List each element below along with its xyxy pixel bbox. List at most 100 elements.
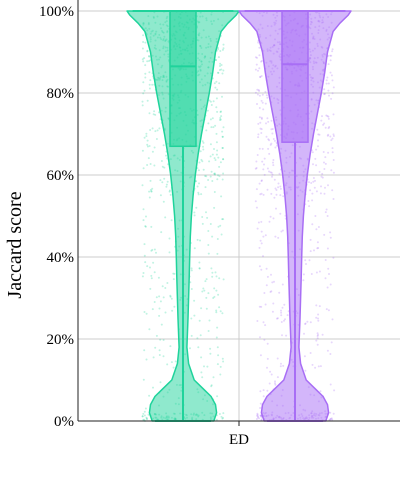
jitter-point <box>260 269 262 271</box>
jitter-point <box>212 297 214 299</box>
jitter-point <box>211 236 213 238</box>
jitter-point <box>220 161 222 163</box>
jitter-point <box>280 314 282 316</box>
jitter-point <box>261 419 263 421</box>
jitter-point <box>274 384 276 386</box>
jitter-point <box>330 59 332 61</box>
jitter-point <box>266 390 268 392</box>
jitter-point <box>151 249 153 251</box>
jitter-point <box>323 123 325 125</box>
jitter-point <box>151 191 153 193</box>
jitter-point <box>213 207 215 209</box>
jitter-point <box>277 376 279 378</box>
jitter-point <box>198 169 200 171</box>
jitter-point <box>218 277 220 279</box>
jitter-point <box>333 86 335 88</box>
jitter-point <box>260 128 262 130</box>
jitter-point <box>150 275 152 277</box>
jitter-point <box>194 214 196 216</box>
jitter-point <box>325 127 327 129</box>
jitter-point <box>206 278 208 280</box>
jitter-point <box>323 93 325 95</box>
jitter-point <box>259 107 261 109</box>
jitter-point <box>215 81 217 83</box>
jitter-point <box>210 223 212 225</box>
jitter-point <box>262 108 264 110</box>
jitter-point <box>193 212 195 214</box>
jitter-point <box>201 376 203 378</box>
jitter-point <box>160 231 162 233</box>
jitter-point <box>319 305 321 307</box>
jitter-point <box>216 97 218 99</box>
jitter-point <box>263 339 265 341</box>
jitter-point <box>303 333 305 335</box>
jitter-point <box>216 154 218 156</box>
jitter-point <box>148 328 150 330</box>
jitter-point <box>193 315 195 317</box>
jitter-point <box>329 412 331 414</box>
jitter-point <box>274 380 276 382</box>
jitter-point <box>142 184 144 186</box>
jitter-point <box>312 364 314 366</box>
jitter-point <box>327 248 329 250</box>
jitter-point <box>257 133 259 135</box>
x-category-label-ed: ED <box>229 432 249 448</box>
jitter-point <box>148 395 150 397</box>
jitter-point <box>149 112 151 114</box>
jitter-point <box>161 160 163 162</box>
jitter-point <box>201 291 203 293</box>
jitter-point <box>327 184 329 186</box>
jitter-point <box>257 228 259 230</box>
jitter-point <box>266 117 268 119</box>
jitter-point <box>312 163 314 165</box>
jitter-point <box>171 298 173 300</box>
jitter-point <box>163 178 165 180</box>
jitter-point <box>320 185 322 187</box>
jitter-point <box>220 111 222 113</box>
jitter-point <box>258 67 260 69</box>
jitter-point <box>169 345 171 347</box>
jitter-point <box>207 230 209 232</box>
jitter-point <box>151 277 153 279</box>
jitter-point <box>280 365 282 367</box>
y-tick-label-5: 100% <box>39 4 74 20</box>
jitter-point <box>143 272 145 274</box>
jitter-point <box>325 211 327 213</box>
jitter-point <box>332 151 334 153</box>
jitter-point <box>210 385 212 387</box>
jitter-point <box>331 189 333 191</box>
jitter-point <box>272 174 274 176</box>
jitter-point <box>218 166 220 168</box>
jitter-point <box>196 337 198 339</box>
jitter-point <box>332 147 334 149</box>
jitter-point <box>269 383 271 385</box>
jitter-point <box>148 157 150 159</box>
jitter-point <box>173 278 175 280</box>
jitter-point <box>304 355 306 357</box>
jitter-point <box>152 151 154 153</box>
jitter-point <box>259 183 261 185</box>
jitter-point <box>144 137 146 139</box>
jitter-point <box>144 64 146 66</box>
jitter-point <box>202 288 204 290</box>
jitter-point <box>148 71 150 73</box>
jitter-point <box>267 189 269 191</box>
jitter-point <box>220 310 222 312</box>
jitter-point <box>217 294 219 296</box>
jitter-point <box>216 89 218 91</box>
jitter-point <box>216 253 218 255</box>
jitter-point <box>261 161 263 163</box>
jitter-point <box>190 318 192 320</box>
jitter-point <box>147 100 149 102</box>
jitter-point <box>333 113 335 115</box>
jitter-point <box>152 262 154 264</box>
jitter-point <box>277 186 279 188</box>
jitter-point <box>282 365 284 367</box>
jitter-point <box>216 133 218 135</box>
jitter-point <box>310 352 312 354</box>
jitter-point <box>209 100 211 102</box>
jitter-point <box>201 216 203 218</box>
jitter-point <box>314 180 316 182</box>
jitter-point <box>219 50 221 52</box>
jitter-point <box>150 180 152 182</box>
